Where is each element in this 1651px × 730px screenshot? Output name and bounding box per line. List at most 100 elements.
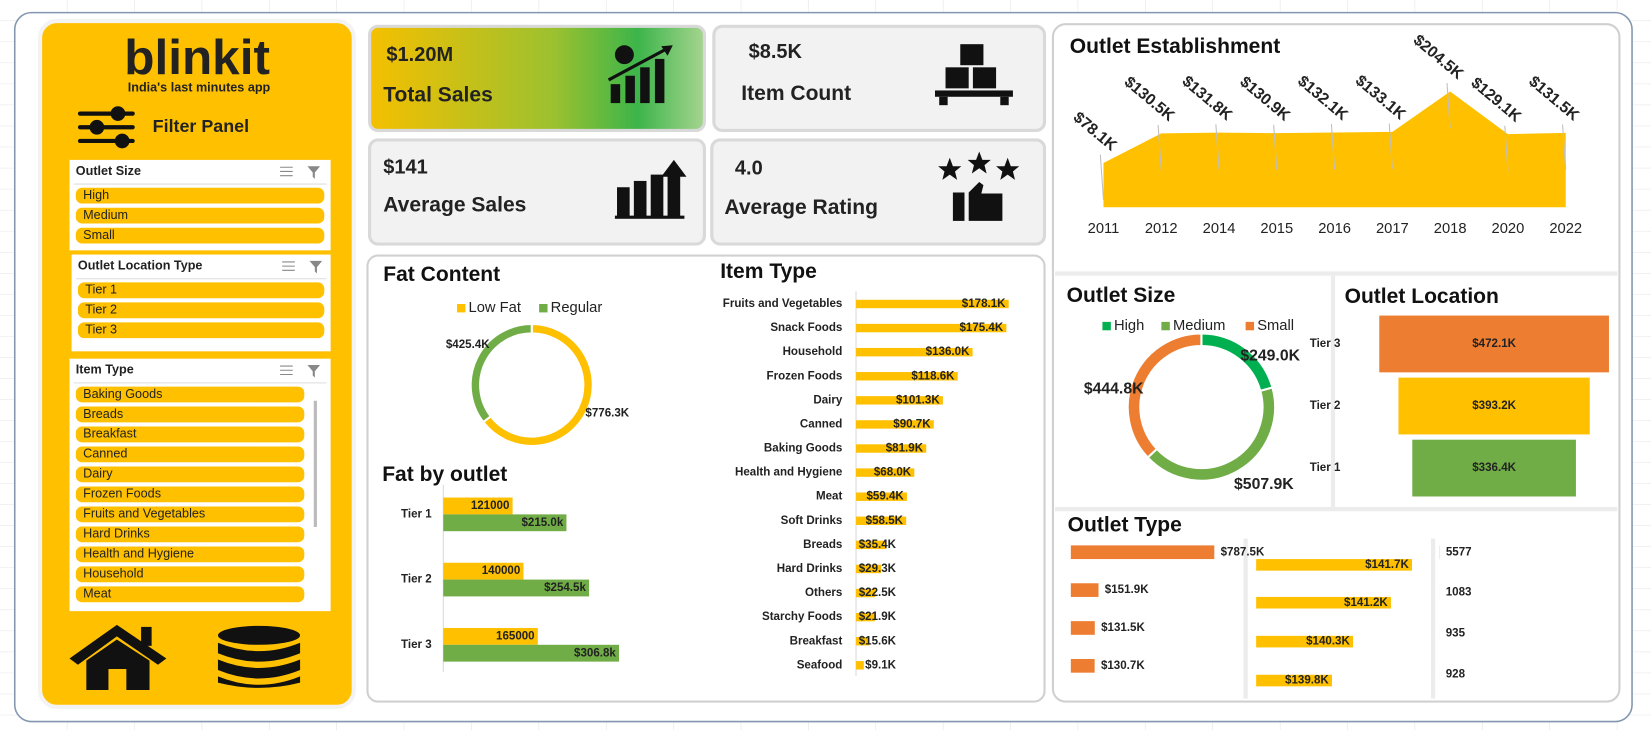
category-label: Meat	[816, 491, 843, 503]
x-tick-label: 2017	[1376, 221, 1409, 237]
slicer-item-label: Small	[83, 228, 115, 242]
value-label: $336.4K	[1472, 462, 1516, 474]
value-label: $29.3K	[859, 563, 897, 575]
slicer-item-label: Breads	[83, 407, 123, 421]
legend-label: Medium	[1173, 318, 1225, 334]
value-label: $141.2K	[1344, 597, 1388, 609]
slicer-item-label: Dairy	[83, 467, 113, 481]
kpi-label: Item Count	[741, 82, 851, 105]
bar	[1256, 674, 1332, 687]
slicer-item[interactable]	[77, 282, 325, 299]
bar	[1256, 596, 1391, 609]
slicer-item[interactable]	[75, 187, 325, 204]
slicer-title: Outlet Size	[76, 164, 141, 178]
category-label: Dairy	[813, 394, 843, 406]
clear-filter-icon	[307, 365, 321, 378]
slicer-item[interactable]	[75, 426, 305, 443]
value-label: $254.5k	[544, 582, 586, 594]
slicer-item[interactable]	[75, 466, 305, 483]
bar	[856, 588, 876, 598]
leader-line	[1562, 124, 1567, 170]
bar	[856, 637, 870, 646]
value-label: 121000	[471, 500, 510, 512]
slicer-item-label: Tier 3	[85, 323, 117, 337]
value-label: $130.7K	[1101, 660, 1145, 672]
slicer-item[interactable]	[75, 386, 305, 403]
area	[1103, 91, 1566, 208]
slicer-item[interactable]	[75, 207, 325, 224]
bar	[856, 564, 882, 574]
legend-label: Small	[1257, 318, 1294, 334]
value-label: $425.4K	[446, 339, 490, 351]
value-label: $68.0K	[874, 467, 912, 479]
slicer-item[interactable]	[75, 486, 305, 503]
slicer-item[interactable]	[75, 526, 305, 543]
bar	[443, 644, 620, 662]
bar	[1412, 439, 1576, 497]
x-tick-label: 2012	[1145, 221, 1178, 237]
category-label: Snack Foods	[770, 322, 842, 334]
value-label: $444.8K	[1084, 380, 1144, 397]
slicer-item[interactable]	[77, 322, 325, 339]
kpi-card	[710, 138, 1047, 246]
legend-swatch	[1245, 321, 1255, 331]
legend-swatch	[456, 303, 466, 313]
category-label: Tier 2	[1310, 400, 1341, 412]
category-label: Breakfast	[790, 635, 843, 647]
bar	[1070, 545, 1215, 560]
value-label: $9.1K	[865, 659, 897, 671]
donut-slice	[1126, 332, 1203, 460]
home-icon[interactable]	[69, 624, 167, 691]
value-label: $249.0K	[1240, 348, 1300, 365]
slicer-item-label: Health and Hygiene	[83, 547, 194, 561]
value-label: $787.5K	[1221, 546, 1265, 558]
value-label: $139.8K	[1285, 675, 1329, 687]
slicer-item[interactable]	[75, 546, 305, 563]
slicer-tools[interactable]	[282, 260, 323, 274]
database-icon[interactable]	[217, 625, 301, 688]
slicer-item[interactable]	[75, 586, 305, 603]
legend-label: Low Fat	[469, 300, 521, 316]
chart-title: Outlet Establishment	[1070, 35, 1280, 58]
category-label: Tier 1	[1310, 462, 1341, 474]
slicer-item[interactable]	[75, 446, 305, 463]
logo: blinkit	[124, 30, 270, 85]
value-label: $141.7K	[1365, 559, 1409, 571]
slicer-title: Outlet Location Type	[78, 258, 203, 272]
leader-line	[1330, 124, 1336, 170]
value-label: 5577	[1446, 546, 1472, 558]
slicer-item-label: Baking Goods	[83, 387, 162, 401]
slicer-item-label: Medium	[83, 208, 128, 222]
value-label: $15.6K	[859, 635, 897, 647]
bar	[856, 492, 907, 501]
bar	[443, 627, 538, 645]
value-label: $175.4K	[959, 322, 1003, 334]
slicer-item-label: Tier 2	[85, 303, 117, 317]
slicer-item[interactable]	[77, 302, 325, 319]
bar	[1256, 559, 1412, 571]
multi-select-icon	[282, 261, 295, 271]
bar	[856, 516, 907, 525]
slicer-tools[interactable]	[280, 365, 321, 378]
leader-line	[1099, 154, 1104, 200]
slicer-item[interactable]	[75, 566, 305, 583]
category-label: Tier 1	[401, 508, 432, 520]
bar	[443, 562, 524, 580]
slicer-item-label: High	[83, 188, 109, 202]
slicer-item[interactable]	[75, 227, 325, 244]
slicer-item-label: Household	[83, 567, 143, 581]
bar	[856, 540, 887, 550]
slicer-item[interactable]	[75, 506, 305, 523]
legend-swatch	[1102, 321, 1111, 331]
bar	[443, 579, 590, 597]
multi-select-icon	[280, 166, 293, 177]
bar	[856, 347, 973, 357]
slicer-item[interactable]	[75, 406, 305, 423]
kpi-label: Average Rating	[724, 196, 878, 219]
slicer-tools[interactable]	[280, 166, 321, 179]
sales-icon	[607, 45, 673, 104]
category-label: Tier 3	[401, 639, 432, 651]
chart-title: Outlet Location	[1345, 285, 1499, 308]
value-label: $90.7K	[893, 418, 931, 430]
